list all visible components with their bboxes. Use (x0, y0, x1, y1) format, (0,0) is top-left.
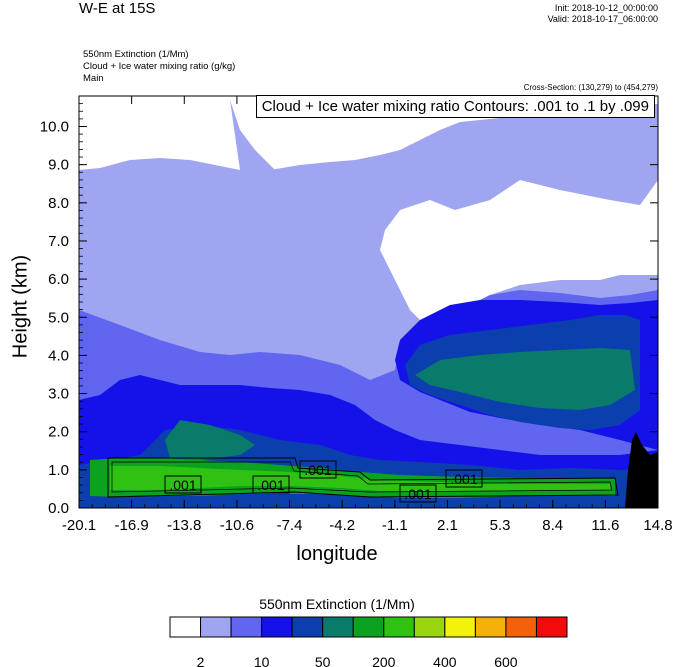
field-light-green-band (110, 466, 610, 492)
x-tick-label: -1.1 (382, 517, 408, 534)
contour-label-box (445, 469, 483, 488)
field-label-mixing-ratio: Cloud + Ice water mixing ratio (g/kg) (83, 61, 236, 72)
x-axis-label: longitude (296, 543, 378, 565)
contour-label-box (252, 475, 290, 494)
x-tick-label: -10.6 (220, 517, 254, 534)
x-tick-label: -4.2 (329, 517, 355, 534)
colorbar-swatch (505, 616, 537, 638)
contour-line-inner (111, 461, 613, 493)
y-tick-label: 4.0 (48, 347, 69, 364)
contour-label: .001 (404, 486, 431, 502)
contour-label: .001 (169, 477, 196, 493)
y-tick-label: 6.0 (48, 271, 69, 288)
colorbar-swatch (413, 616, 446, 638)
y-tick-label: 2.0 (48, 424, 69, 441)
x-tick-label: 11.6 (591, 517, 619, 534)
colorbar-swatch (383, 616, 415, 638)
field-white-region (79, 96, 658, 330)
terrain (625, 432, 658, 508)
y-tick-label: 8.0 (48, 195, 69, 212)
y-tick-label: 3.0 (48, 386, 69, 403)
field-lightblue-column (230, 100, 292, 255)
valid-time: Valid: 2018-10-17_06:00:00 (547, 14, 658, 24)
colorbar-label: 50 (315, 654, 331, 667)
contour-label-box (399, 484, 437, 503)
colorbar-swatch (474, 616, 507, 638)
heatmap-field (79, 96, 658, 508)
colorbar-title: 550nm Extinction (1/Mm) (259, 596, 415, 612)
field-teal-left (165, 420, 255, 460)
chart-title: W-E at 15S (79, 0, 156, 17)
colorbar-label: 10 (254, 654, 270, 667)
x-tick-label: -13.8 (167, 517, 201, 534)
colorbar-swatch (230, 616, 263, 638)
field-label-extinction: 550nm Extinction (1/Mm) (83, 49, 189, 60)
y-tick-label: 9.0 (48, 157, 69, 174)
x-tick-label: -16.9 (115, 517, 149, 534)
colorbar-swatch (291, 616, 324, 638)
contour-label: .001 (450, 471, 477, 487)
colorbar-swatch (169, 616, 202, 638)
field-label-main: Main (83, 73, 104, 84)
colorbar-swatch (200, 616, 232, 638)
contour-description: Cloud + Ice water mixing ratio Contours:… (255, 95, 655, 118)
x-tick-label: 14.8 (643, 517, 672, 534)
y-tick-label: 5.0 (48, 309, 69, 326)
contour-labels: .001 .001 .001 .001 .001 (164, 460, 483, 503)
x-tick-label: -20.1 (62, 517, 96, 534)
colorbar-swatch (352, 616, 385, 638)
y-tick-label: 0.0 (48, 500, 69, 517)
contour-label: .001 (257, 477, 284, 493)
contour-label: .001 (304, 462, 331, 478)
cross-section-label: Cross-Section: (130,279) to (454,279) (523, 83, 658, 92)
y-tick-label: 10.0 (40, 119, 69, 136)
colorbar-label: 2 (197, 654, 205, 667)
contour-label-box (164, 475, 202, 494)
init-time: Init: 2018-10-12_00:00:00 (554, 3, 658, 13)
x-tick-label: -7.4 (277, 517, 303, 534)
colorbar-label: 400 (433, 654, 457, 667)
colorbar-swatch (261, 616, 293, 638)
axes: -20.1 -16.9 -13.8 -10.6 -7.4 -4.2 -1.1 2.1 5.3 8.… (40, 95, 673, 534)
colorbar-label: 600 (494, 654, 518, 667)
y-axis-label: Height (km) (9, 254, 32, 359)
x-tick-label: 8.4 (542, 517, 563, 534)
colorbar-label: 200 (372, 654, 396, 667)
x-tick-label: 5.3 (490, 517, 511, 534)
y-tick-label: 1.0 (48, 462, 69, 479)
field-teal-plume (415, 348, 635, 410)
colorbar-swatch (322, 616, 354, 638)
contour-line (107, 457, 619, 498)
colorbar-swatch (535, 616, 568, 638)
y-tick-label: 7.0 (48, 233, 69, 250)
colorbar: 2 10 50 200 400 600 (169, 616, 568, 667)
contour-label-box (299, 460, 337, 479)
x-tick-label: 2.1 (437, 517, 458, 534)
colorbar-swatch (444, 616, 476, 638)
